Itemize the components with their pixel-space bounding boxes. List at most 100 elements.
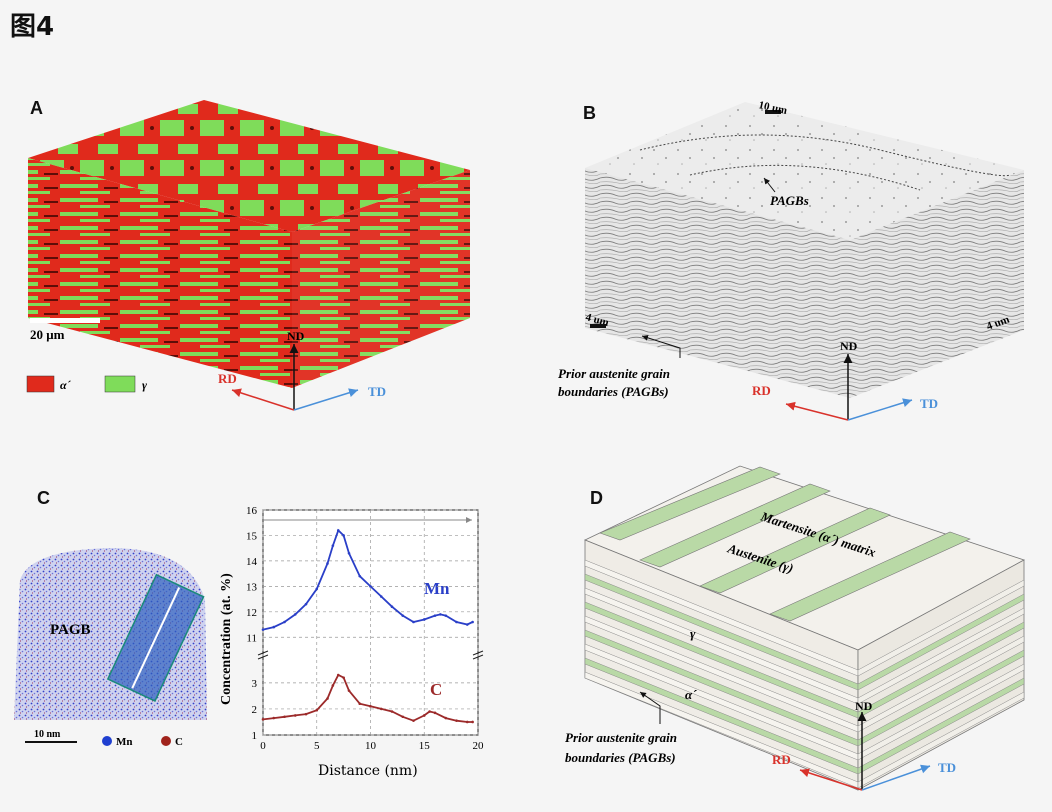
panel-b-pagbs-pointer <box>763 177 776 193</box>
series-c-point <box>326 697 329 700</box>
series-mn-point <box>433 614 437 617</box>
panel-b-prior-pointer <box>641 334 681 358</box>
series-mn-point <box>422 618 426 621</box>
chart-axis-break-left <box>257 650 269 660</box>
panel-b-pagbs-label: PAGBs <box>770 193 809 208</box>
side-layer <box>857 593 1025 691</box>
series-c-point <box>401 715 405 719</box>
chart-x-tick-label: 20 <box>473 740 485 752</box>
series-c-point <box>315 708 319 712</box>
series-mn-point <box>455 620 458 624</box>
chart-plot-area <box>262 509 479 736</box>
chart-y-axis-label: Concentration (at. %) <box>219 573 234 705</box>
series-c-point <box>471 720 474 724</box>
legend-mn-label: Mn <box>116 736 133 748</box>
series-c-point <box>422 714 426 717</box>
series-mn-point <box>315 587 319 591</box>
series-c-point <box>304 712 308 716</box>
pagb-line <box>131 587 181 689</box>
chart-y-tick-label: 2 <box>252 704 258 716</box>
panel-d-prior-line1: Prior austenite grain <box>565 730 677 745</box>
panel-b-scale-bar-left <box>590 324 606 328</box>
series-c-point <box>379 707 383 711</box>
series-c-label: C <box>430 680 442 699</box>
chart-x-tick-label: 10 <box>365 740 377 752</box>
chart-y-tick-label: 12 <box>246 607 257 619</box>
panel-a-top-face <box>28 100 470 232</box>
series-c-point <box>347 689 351 692</box>
panel-a-scale-label: 20 μm <box>30 327 65 342</box>
series-c-point <box>261 718 265 721</box>
panel-b-prior-line1: Prior austenite grain <box>558 366 670 381</box>
austenite-band <box>639 483 831 568</box>
legend-alpha-swatch <box>26 375 55 393</box>
panel-d-td-arrow <box>861 764 931 791</box>
series-c-point <box>412 719 415 722</box>
series-c-point <box>455 719 458 722</box>
series-mn-point <box>342 534 345 537</box>
series-mn-point <box>293 613 297 616</box>
series-mn-point <box>412 620 415 624</box>
chart-y-tick-label: 16 <box>246 505 258 517</box>
panel-d-prior-line2: boundaries (PAGBs) <box>565 750 676 765</box>
series-mn-point <box>390 605 394 609</box>
austenite-band <box>699 507 891 594</box>
panel-a: 20 μm α´ γ ND RD TD <box>26 100 470 411</box>
chart-x-tick-label: 15 <box>419 740 431 752</box>
panel-d-nd-label: ND <box>855 699 873 713</box>
panel-b-rd-label: RD <box>752 383 771 398</box>
panel-b-scale-bar-top <box>765 110 781 114</box>
panel-a-nd-label: ND <box>287 329 305 343</box>
chart-y-tick-label: 1 <box>252 730 258 742</box>
side-layer <box>857 677 1025 775</box>
series-c-point <box>433 711 437 715</box>
series-c-point <box>272 716 276 720</box>
side-layer <box>857 649 1025 747</box>
legend-alpha-label: α´ <box>60 378 72 392</box>
panel-b-pagb-dotted-2 <box>689 164 921 191</box>
side-layer <box>857 607 1025 705</box>
series-c-point <box>331 684 335 687</box>
series-c-point <box>390 710 394 713</box>
panel-d-td-label: TD <box>938 760 956 775</box>
panel-c-pagb-label: PAGB <box>50 622 91 638</box>
panel-b-top-face <box>585 102 1024 240</box>
chart-x-tick-label: 0 <box>260 740 266 752</box>
chart-axis-break-right <box>472 650 484 660</box>
series-c-point <box>444 716 448 720</box>
series-c-point <box>465 720 469 724</box>
chart-x-axis-label: Distance (nm) <box>318 763 418 779</box>
legend-gamma-swatch <box>104 375 136 393</box>
panel-c-letter: C <box>37 488 50 508</box>
panel-a-front-face <box>28 158 292 388</box>
panel-a-td-label: TD <box>368 384 386 399</box>
panel-d-rd-arrow <box>799 768 863 791</box>
panel-b-pagb-dotted-1 <box>639 134 1011 177</box>
chart-y-tick-label: 13 <box>246 581 258 593</box>
panel-a-rd-arrow <box>231 388 295 411</box>
side-layer <box>857 663 1025 761</box>
panel-d-rd-label: RD <box>772 752 791 767</box>
series-c-point <box>293 714 297 717</box>
panel-b-rd-arrow <box>785 401 849 421</box>
panel-b-td-arrow <box>847 398 913 421</box>
panel-d-gamma-label: γ <box>690 626 696 641</box>
panel-b-prior-line2: boundaries (PAGBs) <box>558 384 669 399</box>
panel-b-nd-label: ND <box>840 339 858 353</box>
side-layer <box>857 579 1025 677</box>
legend-mn-dot <box>102 736 112 746</box>
panel-b-scale-top-label: 10 um <box>757 99 788 117</box>
chart-y-tick-label: 11 <box>246 632 257 644</box>
legend-c-dot <box>161 736 171 746</box>
panel-c-atom-map: PAGB 10 nm Mn C <box>14 548 207 748</box>
series-mn-point <box>304 602 308 606</box>
series-mn-point <box>369 585 372 588</box>
series-mn-point <box>379 595 383 598</box>
series-mn-point <box>439 613 442 616</box>
panel-b-side-face <box>850 170 1024 398</box>
series-c-point <box>283 715 286 719</box>
series-c-point <box>336 673 340 677</box>
chart-y-tick-label: 14 <box>246 556 258 568</box>
series-mn-point <box>347 551 351 555</box>
